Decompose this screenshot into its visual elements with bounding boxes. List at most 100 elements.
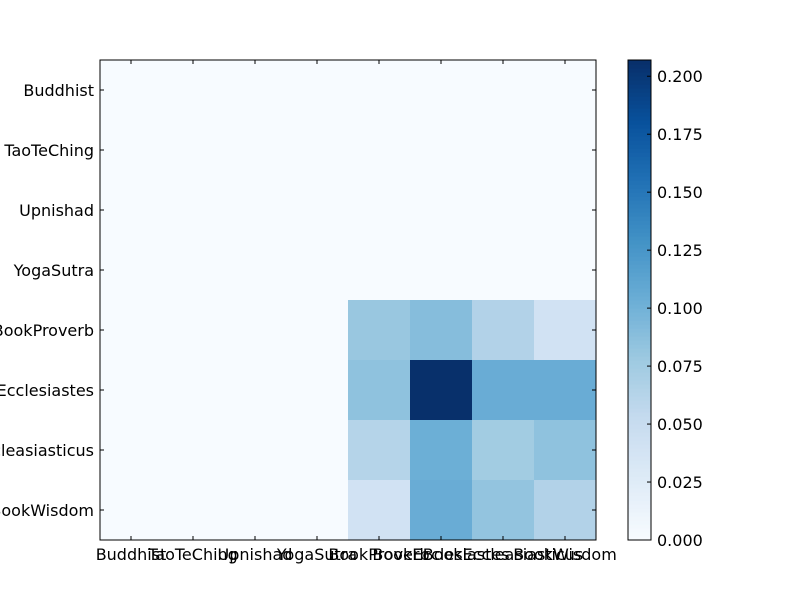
colorbar-tick-label: 0.000 — [657, 531, 703, 550]
colorbar-segment — [628, 308, 651, 313]
colorbar-segment — [628, 460, 651, 465]
colorbar-segment — [628, 224, 651, 229]
colorbar-segment — [628, 408, 651, 413]
x-tick-label: YogaSutra — [276, 545, 357, 564]
colorbar-segment — [628, 516, 651, 521]
heatmap-cell — [100, 120, 163, 181]
colorbar-segment — [628, 424, 651, 429]
colorbar-segment — [628, 240, 651, 245]
colorbar-segment — [628, 220, 651, 225]
y-tick-label: Buddhist — [23, 81, 94, 100]
colorbar-segment — [628, 344, 651, 349]
colorbar-segment — [628, 68, 651, 73]
colorbar-segment — [628, 172, 651, 177]
colorbar-segment — [628, 132, 651, 137]
colorbar-segment — [628, 380, 651, 385]
colorbar-segment — [628, 356, 651, 361]
y-tick-label: YogaSutra — [13, 261, 94, 280]
heatmap-cell — [534, 480, 597, 541]
heatmap-cell — [472, 60, 535, 121]
heatmap-cell — [410, 360, 473, 421]
colorbar-segment — [628, 528, 651, 533]
heatmap-cell — [100, 300, 163, 361]
axis-ticks — [100, 60, 596, 540]
colorbar-segment — [628, 328, 651, 333]
colorbar-segment — [628, 204, 651, 209]
heatmap-cell — [472, 180, 535, 241]
colorbar-segment — [628, 492, 651, 497]
colorbar-segment — [628, 248, 651, 253]
colorbar-segment — [628, 276, 651, 281]
colorbar-segment — [628, 208, 651, 213]
colorbar-segment — [628, 324, 651, 329]
colorbar-segment — [628, 372, 651, 377]
colorbar-segment — [628, 464, 651, 469]
heatmap-cell — [534, 300, 597, 361]
colorbar-segment — [628, 320, 651, 325]
heatmap-cell — [162, 60, 225, 121]
heatmap-cell — [410, 180, 473, 241]
colorbar-segment — [628, 196, 651, 201]
colorbar-segment — [628, 104, 651, 109]
heatmap-cell — [348, 240, 411, 301]
heatmap-cell — [348, 300, 411, 361]
colorbar-segment — [628, 72, 651, 77]
colorbar-segment — [628, 112, 651, 117]
colorbar-segment — [628, 496, 651, 501]
heatmap-cell — [100, 480, 163, 541]
colorbar-segment — [628, 392, 651, 397]
colorbar-segment — [628, 284, 651, 289]
heatmap-cell — [224, 300, 287, 361]
colorbar-segment — [628, 360, 651, 365]
heatmap-cell — [162, 180, 225, 241]
colorbar-segment — [628, 96, 651, 101]
colorbar-segment — [628, 256, 651, 261]
colorbar-segment — [628, 176, 651, 181]
colorbar-segment — [628, 180, 651, 185]
heatmap-cell — [410, 120, 473, 181]
colorbar: 0.000 0.025 0.050 0.075 0.100 0.125 0.150 0.175… — [627, 59, 703, 550]
colorbar-segment — [628, 484, 651, 489]
x-tick-label: BookEccleasiasticus — [423, 545, 584, 564]
heatmap-cell — [100, 60, 163, 121]
colorbar-segment — [628, 472, 651, 477]
heatmap-cell — [162, 420, 225, 481]
heatmap-cell — [348, 360, 411, 421]
colorbar-segment — [628, 420, 651, 425]
colorbar-segment — [628, 228, 651, 233]
heatmap-cell — [286, 360, 349, 421]
colorbar-segment — [628, 252, 651, 257]
heatmap-cell — [286, 480, 349, 541]
colorbar-segment — [628, 76, 651, 81]
colorbar-segment — [628, 396, 651, 401]
colorbar-tick-label: 0.050 — [657, 415, 703, 434]
colorbar-segment — [628, 436, 651, 441]
colorbar-segment — [628, 376, 651, 381]
heatmap-cell — [286, 120, 349, 181]
heatmap-cell — [410, 480, 473, 541]
colorbar-segment — [628, 340, 651, 345]
colorbar-segment — [628, 388, 651, 393]
colorbar-segment — [628, 272, 651, 277]
colorbar-segment — [628, 304, 651, 309]
colorbar-segment — [628, 192, 651, 197]
colorbar-segment — [628, 412, 651, 417]
colorbar-segment — [628, 88, 651, 93]
colorbar-segment — [628, 84, 651, 89]
colorbar-segment — [628, 244, 651, 249]
colorbar-tick-label: 0.100 — [657, 299, 703, 318]
colorbar-segment — [628, 404, 651, 409]
colorbar-frame — [627, 59, 652, 541]
heatmap-cell — [224, 480, 287, 541]
colorbar-segment — [628, 260, 651, 265]
colorbar-segment — [628, 364, 651, 369]
colorbar-segment — [628, 352, 651, 357]
colorbar-segment — [628, 212, 651, 217]
colorbar-segment — [628, 64, 651, 69]
heatmap-cell — [472, 240, 535, 301]
colorbar-segment — [628, 480, 651, 485]
colorbar-segment — [628, 508, 651, 513]
heatmap-cell — [348, 120, 411, 181]
x-tick-label: BookEcclesiastes — [372, 545, 509, 564]
